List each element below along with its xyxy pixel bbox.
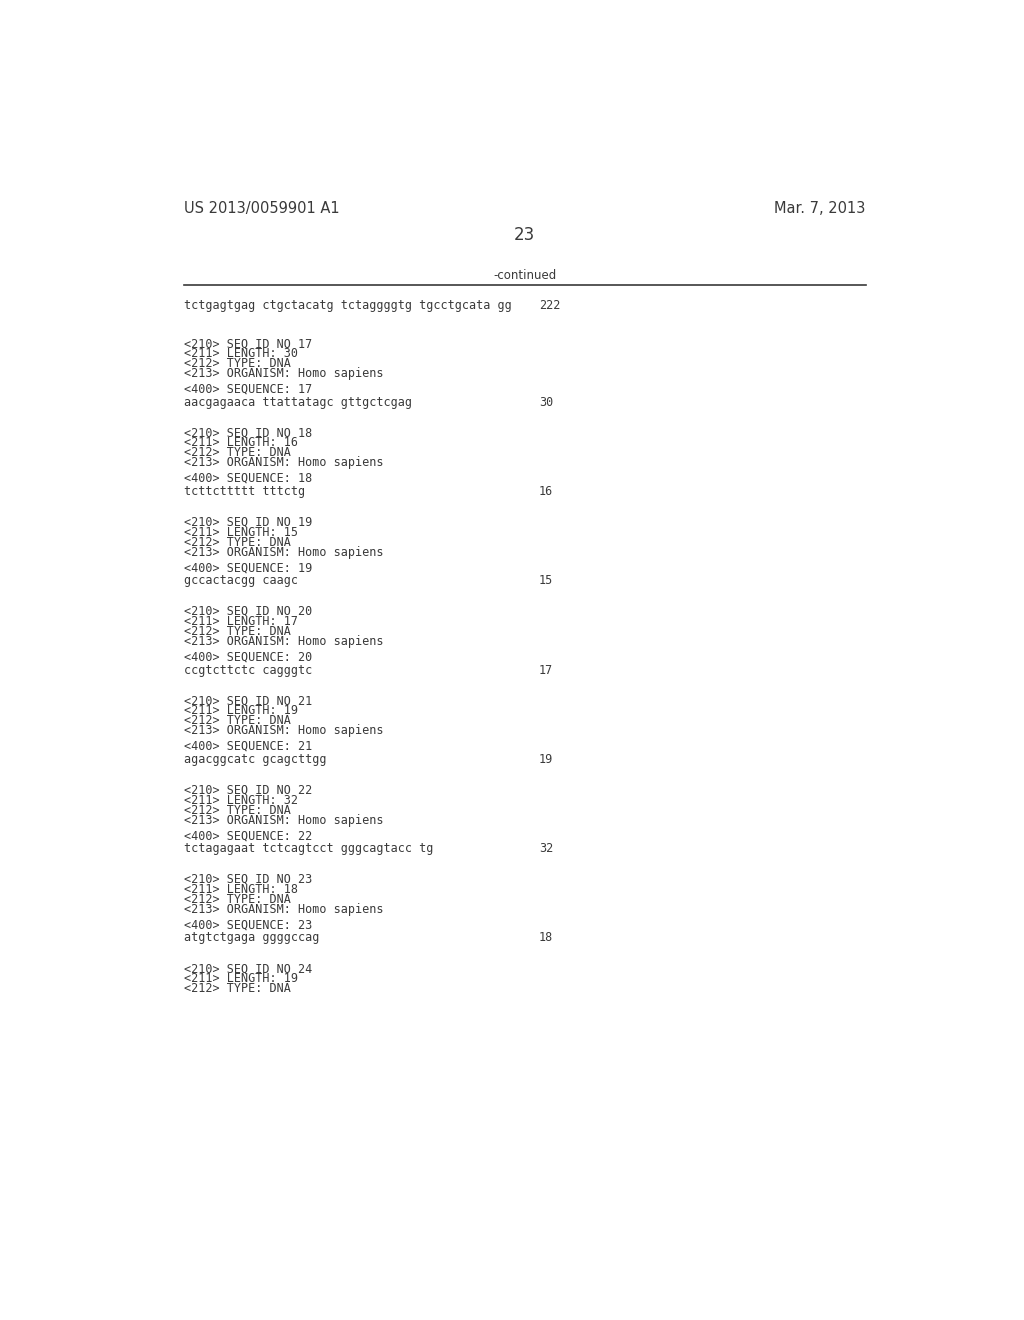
Text: <210> SEQ ID NO 20: <210> SEQ ID NO 20 bbox=[183, 605, 312, 618]
Text: US 2013/0059901 A1: US 2013/0059901 A1 bbox=[183, 201, 339, 215]
Text: <211> LENGTH: 19: <211> LENGTH: 19 bbox=[183, 973, 298, 985]
Text: 15: 15 bbox=[539, 574, 553, 587]
Text: <212> TYPE: DNA: <212> TYPE: DNA bbox=[183, 536, 291, 549]
Text: 30: 30 bbox=[539, 396, 553, 409]
Text: 23: 23 bbox=[514, 226, 536, 244]
Text: 32: 32 bbox=[539, 842, 553, 855]
Text: <210> SEQ ID NO 17: <210> SEQ ID NO 17 bbox=[183, 337, 312, 350]
Text: <213> ORGANISM: Homo sapiens: <213> ORGANISM: Homo sapiens bbox=[183, 725, 383, 738]
Text: <211> LENGTH: 15: <211> LENGTH: 15 bbox=[183, 525, 298, 539]
Text: <211> LENGTH: 32: <211> LENGTH: 32 bbox=[183, 793, 298, 807]
Text: <210> SEQ ID NO 24: <210> SEQ ID NO 24 bbox=[183, 962, 312, 975]
Text: <211> LENGTH: 16: <211> LENGTH: 16 bbox=[183, 437, 298, 449]
Text: tctagagaat tctcagtcct gggcagtacc tg: tctagagaat tctcagtcct gggcagtacc tg bbox=[183, 842, 433, 855]
Text: <210> SEQ ID NO 22: <210> SEQ ID NO 22 bbox=[183, 784, 312, 797]
Text: <211> LENGTH: 30: <211> LENGTH: 30 bbox=[183, 347, 298, 360]
Text: <213> ORGANISM: Homo sapiens: <213> ORGANISM: Homo sapiens bbox=[183, 635, 383, 648]
Text: <212> TYPE: DNA: <212> TYPE: DNA bbox=[183, 358, 291, 370]
Text: -continued: -continued bbox=[494, 268, 556, 281]
Text: <400> SEQUENCE: 20: <400> SEQUENCE: 20 bbox=[183, 651, 312, 664]
Text: <212> TYPE: DNA: <212> TYPE: DNA bbox=[183, 804, 291, 817]
Text: 17: 17 bbox=[539, 664, 553, 677]
Text: atgtctgaga ggggccag: atgtctgaga ggggccag bbox=[183, 932, 319, 945]
Text: ccgtcttctc cagggtc: ccgtcttctc cagggtc bbox=[183, 664, 312, 677]
Text: <210> SEQ ID NO 18: <210> SEQ ID NO 18 bbox=[183, 426, 312, 440]
Text: <212> TYPE: DNA: <212> TYPE: DNA bbox=[183, 982, 291, 995]
Text: <211> LENGTH: 17: <211> LENGTH: 17 bbox=[183, 615, 298, 628]
Text: tctgagtgag ctgctacatg tctaggggtg tgcctgcata gg: tctgagtgag ctgctacatg tctaggggtg tgcctgc… bbox=[183, 300, 512, 313]
Text: 222: 222 bbox=[539, 300, 560, 313]
Text: <212> TYPE: DNA: <212> TYPE: DNA bbox=[183, 714, 291, 727]
Text: <211> LENGTH: 19: <211> LENGTH: 19 bbox=[183, 705, 298, 717]
Text: <400> SEQUENCE: 22: <400> SEQUENCE: 22 bbox=[183, 829, 312, 842]
Text: <210> SEQ ID NO 19: <210> SEQ ID NO 19 bbox=[183, 516, 312, 529]
Text: 16: 16 bbox=[539, 484, 553, 498]
Text: <400> SEQUENCE: 17: <400> SEQUENCE: 17 bbox=[183, 383, 312, 396]
Text: <212> TYPE: DNA: <212> TYPE: DNA bbox=[183, 892, 291, 906]
Text: <213> ORGANISM: Homo sapiens: <213> ORGANISM: Homo sapiens bbox=[183, 813, 383, 826]
Text: <212> TYPE: DNA: <212> TYPE: DNA bbox=[183, 446, 291, 459]
Text: <400> SEQUENCE: 21: <400> SEQUENCE: 21 bbox=[183, 739, 312, 752]
Text: <210> SEQ ID NO 23: <210> SEQ ID NO 23 bbox=[183, 873, 312, 886]
Text: agacggcatc gcagcttgg: agacggcatc gcagcttgg bbox=[183, 752, 327, 766]
Text: <213> ORGANISM: Homo sapiens: <213> ORGANISM: Homo sapiens bbox=[183, 903, 383, 916]
Text: <210> SEQ ID NO 21: <210> SEQ ID NO 21 bbox=[183, 694, 312, 708]
Text: <400> SEQUENCE: 23: <400> SEQUENCE: 23 bbox=[183, 919, 312, 932]
Text: tcttcttttt tttctg: tcttcttttt tttctg bbox=[183, 484, 305, 498]
Text: Mar. 7, 2013: Mar. 7, 2013 bbox=[774, 201, 866, 215]
Text: aacgagaaca ttattatagc gttgctcgag: aacgagaaca ttattatagc gttgctcgag bbox=[183, 396, 412, 409]
Text: <400> SEQUENCE: 19: <400> SEQUENCE: 19 bbox=[183, 561, 312, 574]
Text: <400> SEQUENCE: 18: <400> SEQUENCE: 18 bbox=[183, 471, 312, 484]
Text: <213> ORGANISM: Homo sapiens: <213> ORGANISM: Homo sapiens bbox=[183, 367, 383, 380]
Text: <212> TYPE: DNA: <212> TYPE: DNA bbox=[183, 626, 291, 638]
Text: 18: 18 bbox=[539, 932, 553, 945]
Text: 19: 19 bbox=[539, 752, 553, 766]
Text: <213> ORGANISM: Homo sapiens: <213> ORGANISM: Homo sapiens bbox=[183, 545, 383, 558]
Text: <213> ORGANISM: Homo sapiens: <213> ORGANISM: Homo sapiens bbox=[183, 457, 383, 470]
Text: <211> LENGTH: 18: <211> LENGTH: 18 bbox=[183, 883, 298, 896]
Text: gccactacgg caagc: gccactacgg caagc bbox=[183, 574, 298, 587]
